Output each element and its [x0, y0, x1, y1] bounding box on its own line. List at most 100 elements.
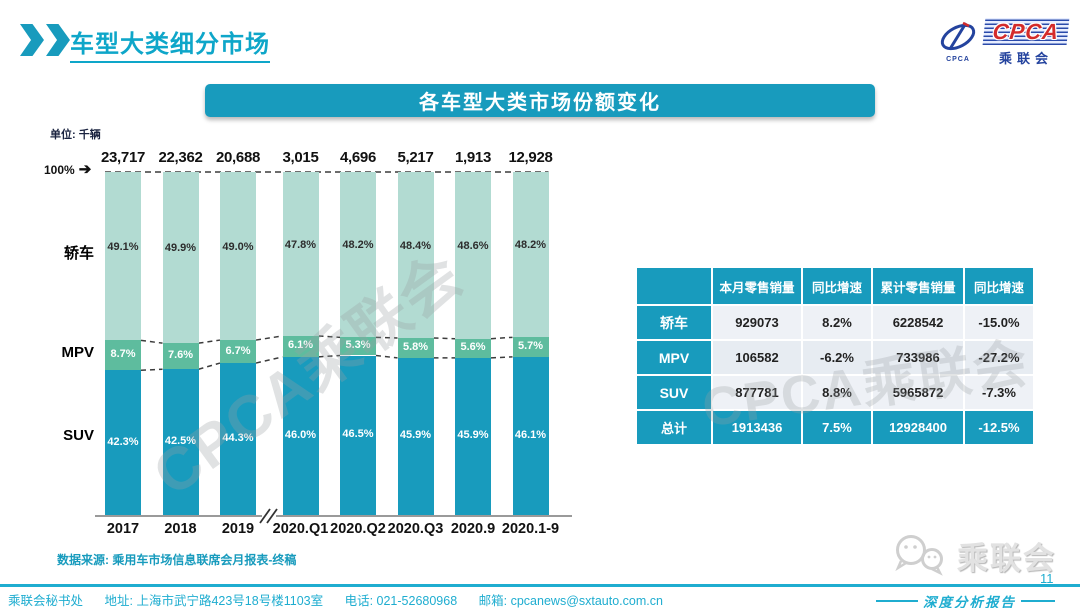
mpv-pct-label: 6.7% — [225, 344, 251, 357]
x-axis-label: 2019 — [221, 521, 255, 537]
bar-segment-sedan — [512, 172, 549, 338]
suv-pct-label: 42.3% — [107, 435, 139, 448]
mpv-pct-label: 6.1% — [287, 339, 314, 352]
bar-segment-sedan — [340, 172, 376, 338]
table-cell: 8.8% — [803, 376, 871, 409]
table-cell: -15.0% — [965, 306, 1033, 339]
bar-total: 5,217 — [397, 149, 434, 166]
footer-phone-label: 电话: — [344, 594, 377, 608]
table-header: 同比增速 — [803, 268, 871, 304]
bar-segment-suv — [455, 357, 491, 515]
chart-title-banner: 各车型大类市场份额变化 — [205, 84, 875, 117]
suv-pct-label: 42.5% — [164, 435, 197, 448]
source-note: 数据来源: 乘用车市场信息联席会月报表-终稿 — [57, 553, 297, 567]
table-cell: 12928400 — [873, 411, 963, 444]
bar-segment-mpv — [105, 340, 141, 371]
footer-divider — [0, 584, 1080, 587]
table-corner-cell — [637, 268, 711, 304]
page-title: 车型大类细分市场 — [70, 24, 270, 63]
sedan-pct-label: 48.2% — [514, 239, 547, 252]
series-label-sedan: 轿车 — [63, 245, 94, 262]
table-cell: 5965872 — [873, 376, 963, 409]
bar-total: 4,696 — [339, 149, 377, 166]
suv-pct-label: 44.3% — [222, 432, 254, 445]
wechat-label: 乘联会 — [957, 540, 1056, 576]
footer-email: cpcanews@sxtauto.com.cn — [510, 594, 663, 608]
bar-segment-suv — [512, 356, 549, 515]
table-row-label: 总计 — [637, 411, 711, 444]
table-cell: 7.5% — [803, 411, 871, 444]
table-header: 累计零售销量 — [873, 268, 963, 304]
decor-line — [1021, 600, 1055, 602]
suv-pct-label: 46.0% — [284, 428, 317, 441]
suv-pct-label: 45.9% — [399, 429, 432, 442]
sedan-pct-label: 49.0% — [222, 240, 254, 253]
bar-segment-mpv — [282, 335, 319, 357]
bar-segment-sedan — [105, 172, 141, 341]
bar-total: 23,717 — [100, 149, 146, 166]
bar-segment-suv — [162, 369, 199, 515]
arrow-right-icon: ➔ — [78, 161, 92, 178]
footer-phone: 021-52680968 — [376, 594, 458, 608]
footer-contact: 乘联会秘书处 地址: 上海市武宁路423号18号楼1103室 电话: 021-5… — [8, 590, 663, 608]
bar-segment-mpv — [455, 338, 491, 358]
table-cell: 929073 — [713, 306, 801, 339]
sedan-pct-label: 48.4% — [399, 239, 432, 252]
bar-total: 12,928 — [508, 149, 553, 166]
x-axis-label: 2018 — [164, 521, 197, 537]
mpv-pct-label: 5.3% — [345, 339, 371, 352]
mpv-pct-label: 5.6% — [460, 341, 486, 354]
mpv-pct-label: 5.8% — [402, 340, 429, 353]
sedan-pct-label: 48.6% — [457, 240, 489, 252]
bar-segment-suv — [282, 356, 319, 515]
bar-segment-suv — [397, 357, 434, 515]
sedan-pct-label: 49.9% — [164, 242, 197, 255]
unit-label: 单位: 千辆 — [50, 129, 101, 141]
bar-segment-mpv — [397, 338, 434, 358]
bar-segment-mpv — [512, 337, 549, 357]
report-label: 深度分析报告 — [923, 595, 1016, 608]
wechat-icon — [895, 535, 943, 576]
table-cell: 1913436 — [713, 411, 801, 444]
bar-segment-mpv — [220, 340, 256, 364]
mpv-pct-label: 7.6% — [167, 349, 194, 362]
sedan-pct-label: 47.8% — [284, 238, 317, 251]
y-axis-100-text: 100% — [44, 163, 75, 177]
wechat-logo-block: 乘联会 — [893, 532, 1056, 578]
x-axis-label: 2020.Q3 — [387, 521, 444, 537]
table-cell: 877781 — [713, 376, 801, 409]
series-label-mpv: MPV — [61, 344, 94, 361]
footer-email-label: 邮箱: — [478, 594, 511, 608]
table-cell: -27.2% — [965, 341, 1033, 374]
series-label-suv: SUV — [63, 427, 94, 444]
bar-segment-mpv — [340, 337, 376, 356]
double-chevron-icon — [20, 24, 70, 56]
page-number: 11 — [1040, 571, 1054, 586]
x-axis-label: 2020.Q1 — [272, 521, 329, 537]
y-axis-100-label: 100% ➔ — [44, 161, 92, 178]
footer-secretariat: 乘联会秘书处 — [8, 594, 84, 608]
table-header: 本月零售销量 — [713, 268, 801, 304]
bar-segment-suv — [340, 355, 376, 515]
bar-total: 1,913 — [454, 149, 492, 166]
bar-segment-sedan — [220, 172, 256, 341]
x-axis-label: 2020.9 — [450, 521, 496, 537]
bar-segment-suv — [105, 370, 141, 515]
sedan-pct-label: 48.2% — [342, 239, 374, 252]
logo-subtext: 乘联会 — [998, 51, 1053, 66]
bar-segment-sedan — [397, 172, 434, 338]
footer-address: 上海市武宁路423号18号楼1103室 — [136, 594, 324, 608]
suv-pct-label: 46.5% — [342, 428, 374, 441]
x-axis-label: 2020.Q2 — [330, 521, 386, 537]
bar-segment-sedan — [455, 172, 491, 339]
table-cell: -12.5% — [965, 411, 1033, 444]
bar-total: 3,015 — [282, 149, 319, 166]
table-cell: 6228542 — [873, 306, 963, 339]
bar-segment-suv — [220, 363, 256, 515]
table-cell: 106582 — [713, 341, 801, 374]
mpv-pct-label: 5.7% — [517, 340, 544, 353]
bar-segment-sedan — [162, 172, 199, 344]
decor-line — [876, 600, 918, 602]
retail-sales-table: 本月零售销量 同比增速 累计零售销量 同比增速 轿车 929073 8.2% 6228542-… — [637, 268, 1033, 444]
logo-caption: CPCA — [946, 56, 970, 63]
